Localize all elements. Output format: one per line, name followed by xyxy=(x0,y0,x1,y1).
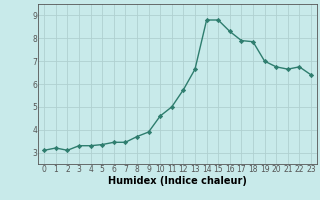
X-axis label: Humidex (Indice chaleur): Humidex (Indice chaleur) xyxy=(108,176,247,186)
